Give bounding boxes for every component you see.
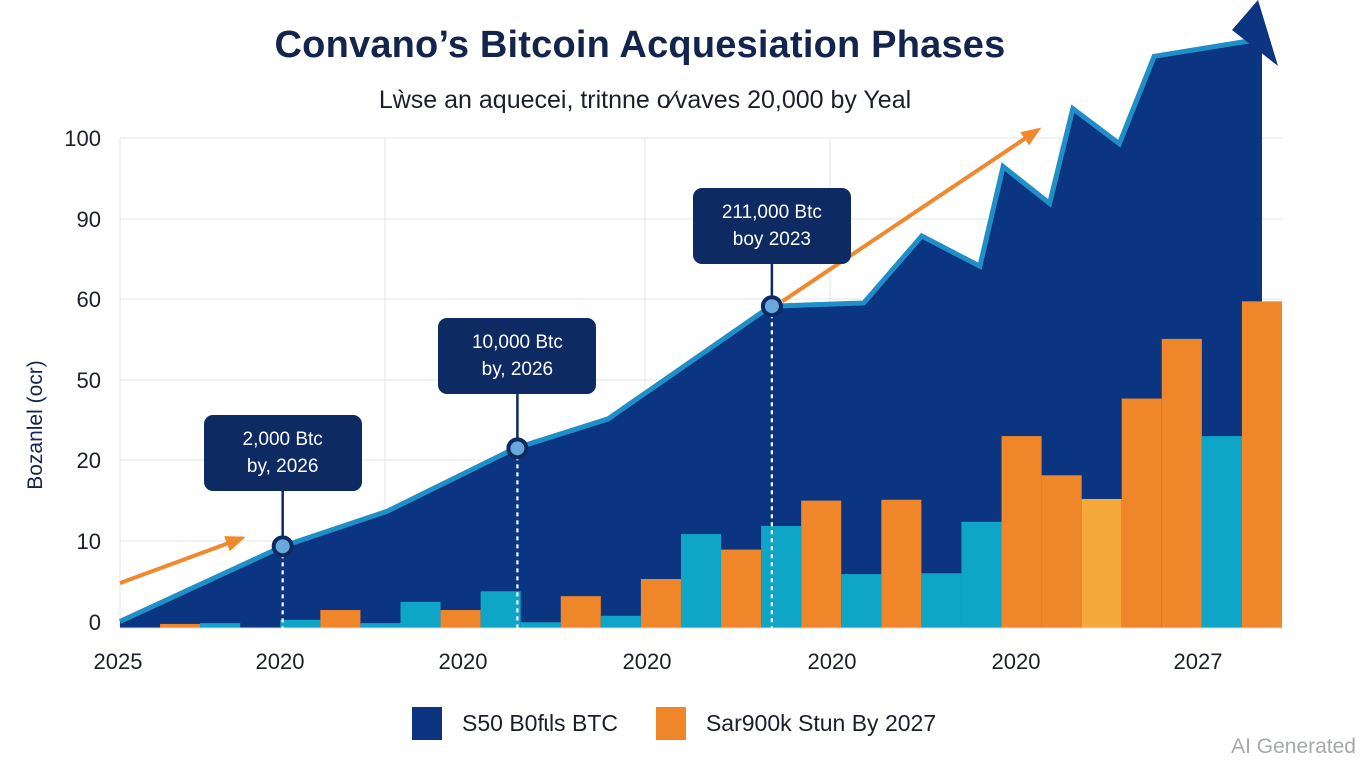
y-tick-label: 90 xyxy=(77,207,101,232)
callout-box: 2,000 Btc by, 2026 xyxy=(203,415,362,491)
callout-guides xyxy=(271,262,783,632)
bar xyxy=(881,499,922,628)
trend-arrows xyxy=(119,127,1042,585)
area-line xyxy=(118,37,1256,624)
legend-label-area: S50 B0fɩls BTC xyxy=(462,710,618,736)
bar xyxy=(440,610,481,628)
bar xyxy=(961,521,1002,628)
x-tick-label: 2020 xyxy=(623,649,672,674)
bar xyxy=(1081,498,1122,628)
y-tick-label: 10 xyxy=(77,529,101,554)
bar xyxy=(761,525,802,628)
y-axis-label: Bozanlel (ocr) xyxy=(24,360,47,490)
callout-box: 10,000 Btc by, 2026 xyxy=(438,318,597,394)
trend-arrow-head xyxy=(224,536,246,552)
x-tick-label: 2020 xyxy=(439,649,488,674)
x-axis-ticks: 2025 2020 2020 2020 2020 2020 2027 xyxy=(94,649,1223,674)
bar xyxy=(400,601,441,628)
bar xyxy=(1001,436,1042,628)
bar xyxy=(1161,338,1202,628)
callout-line-1: 2,000 Btc xyxy=(242,429,323,450)
bar xyxy=(1041,475,1082,628)
trend-arrow-line xyxy=(781,128,1040,303)
x-tick-label: 2020 xyxy=(992,649,1041,674)
bar xyxy=(600,615,641,628)
bar xyxy=(360,623,401,628)
bar xyxy=(200,623,241,628)
callout-line-1: 211,000 Btc xyxy=(721,202,822,223)
x-tick-label: 2027 xyxy=(1174,649,1223,674)
callout-marker xyxy=(506,437,529,460)
y-tick-label: 60 xyxy=(77,287,101,312)
y-axis-ticks: 0 10 20 50 60 90 100 xyxy=(64,126,101,635)
y-tick-label: 100 xyxy=(64,126,101,151)
callout-line-2: by, 2026 xyxy=(246,456,319,477)
chart-title: Convano’s Bitcoin Acquesiation Phases xyxy=(274,24,1006,66)
bar xyxy=(1201,436,1242,628)
area-fill xyxy=(120,40,1262,628)
bar xyxy=(680,534,722,628)
area-series xyxy=(118,0,1278,628)
area-arrowhead xyxy=(1232,0,1278,66)
x-tick-label: 2020 xyxy=(808,649,857,674)
trend-arrow-line xyxy=(119,536,243,585)
callout-line-1: 10,000 Btc xyxy=(471,332,563,353)
bar xyxy=(520,622,561,628)
bar xyxy=(801,500,842,628)
y-tick-label: 50 xyxy=(77,368,101,393)
x-tick-label: 2025 xyxy=(94,649,143,674)
bar xyxy=(1241,301,1282,628)
bar xyxy=(921,573,962,628)
ai-generated-watermark: AI Generated xyxy=(1231,735,1356,758)
callout-marker xyxy=(760,295,783,318)
legend-label-bars: Sar900k Stun By 2027 xyxy=(705,710,937,736)
chart-subtitle: Lẁse an aquecei, tritnne o∕vaves 20,000 … xyxy=(378,86,912,114)
bar-series xyxy=(120,301,1282,629)
callout-marker xyxy=(271,535,294,558)
bar xyxy=(640,579,681,628)
trend-arrow-head xyxy=(1020,127,1042,146)
bar xyxy=(721,549,762,628)
legend-swatch-orange xyxy=(655,707,686,740)
bar xyxy=(280,619,321,628)
legend-item-area: S50 B0fɩls BTC xyxy=(412,707,618,740)
bar xyxy=(841,574,882,628)
legend-item-bars: Sar900k Stun By 2027 xyxy=(655,707,937,740)
legend: S50 B0fɩls BTC Sar900k Stun By 2027 xyxy=(412,707,974,740)
callout-line-2: boy 2023 xyxy=(732,229,811,250)
bar xyxy=(320,610,361,628)
bar xyxy=(480,591,521,628)
y-tick-label: 0 xyxy=(89,610,101,635)
bar xyxy=(560,596,601,628)
bar xyxy=(160,623,201,628)
bar xyxy=(1121,398,1162,628)
legend-swatch-blue xyxy=(412,707,442,740)
callout-box: 211,000 Btc boy 2023 xyxy=(692,188,851,264)
callout-line-2: by, 2026 xyxy=(481,359,554,380)
y-tick-label: 20 xyxy=(77,448,101,473)
x-tick-label: 2020 xyxy=(256,649,305,674)
